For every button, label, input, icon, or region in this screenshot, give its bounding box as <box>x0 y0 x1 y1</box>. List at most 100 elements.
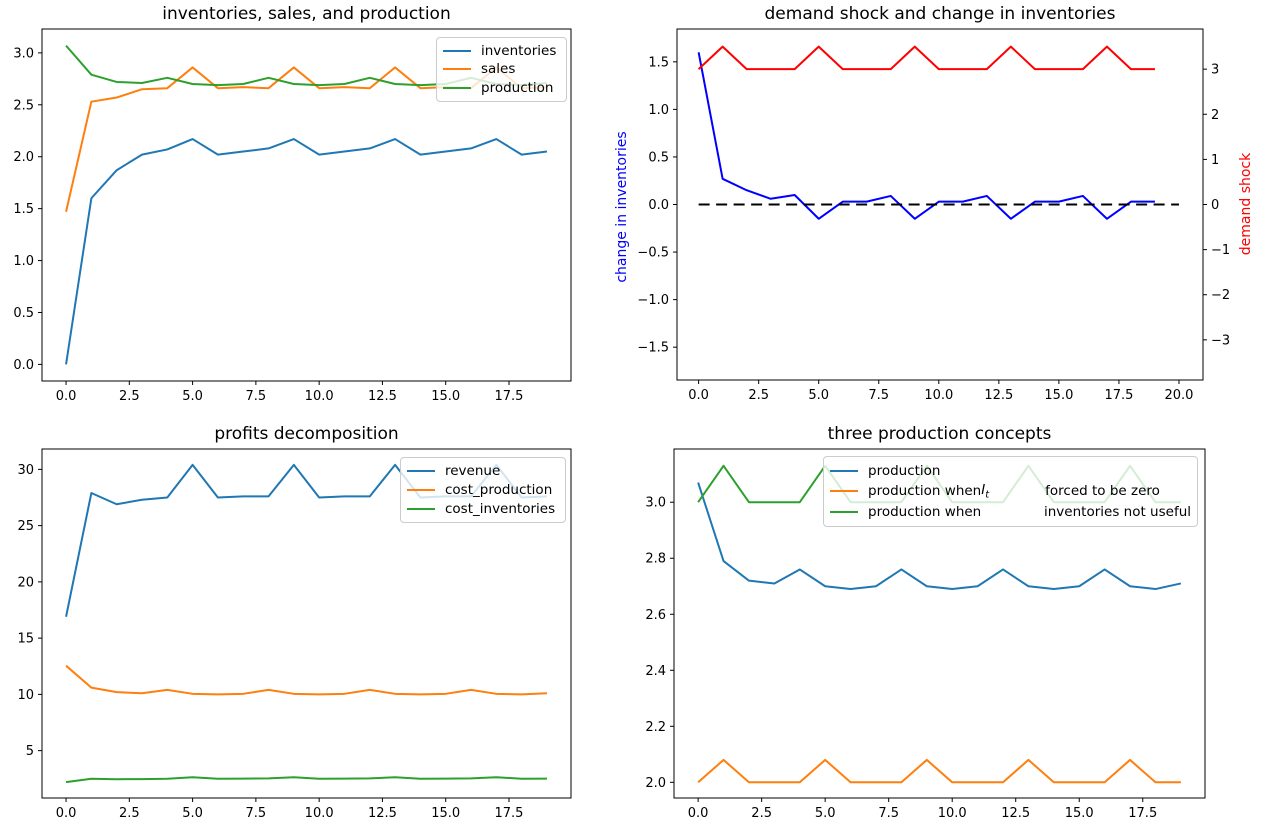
y-tick-label-right: −1 <box>1211 243 1230 258</box>
x-tick-label: 2.5 <box>119 389 140 404</box>
y-tick-label: −0.5 <box>637 246 669 261</box>
x-tick-label: 5.0 <box>808 388 829 403</box>
x-tick-label: 2.5 <box>751 806 772 821</box>
y-tick-label-right: 0 <box>1211 198 1219 213</box>
y-tick-label: 30 <box>17 463 34 478</box>
y-tick-label: 2.2 <box>645 720 666 735</box>
y-tick-label: 5 <box>26 744 34 759</box>
y-tick-label: 1.0 <box>648 103 669 118</box>
y-tick-label: 10 <box>17 688 34 703</box>
legend-line-swatch <box>407 489 435 491</box>
line-production-when-i-t-forced-to-be-zero <box>697 758 1181 784</box>
x-tick-label: 12.5 <box>1001 806 1030 821</box>
y-tick-label: 2.8 <box>645 552 666 567</box>
x-tick-label: 10.0 <box>938 806 967 821</box>
y-tick-label: 0.5 <box>648 150 669 165</box>
legend-line-swatch <box>830 490 858 493</box>
y-tick-label: 2.0 <box>645 776 666 791</box>
y-tick-label: 1.5 <box>13 202 34 217</box>
x-tick-label: 15.0 <box>431 806 460 821</box>
x-tick-label: 17.5 <box>495 389 524 404</box>
legend-label: cost_inventories <box>445 500 556 517</box>
x-tick-label: 12.5 <box>984 388 1013 403</box>
legend-label: forced to be zero <box>1045 483 1160 500</box>
x-tick-label: 17.5 <box>495 806 524 821</box>
legend-item: inventories <box>443 42 560 60</box>
legend-item: production <box>830 461 1191 481</box>
legend-label-gap <box>981 511 1044 512</box>
legend-label: production when <box>868 503 982 520</box>
legend-label: cost_production <box>445 482 553 498</box>
legend-line-swatch <box>830 470 858 473</box>
legend-item: sales <box>443 60 560 78</box>
legend-item: revenue <box>407 462 559 481</box>
y-tick-label: 3.0 <box>645 496 666 511</box>
y-tick-label: 1.0 <box>13 254 34 269</box>
y-tick-label-right: 2 <box>1211 108 1219 123</box>
y-tick-label: 2.6 <box>645 608 666 623</box>
legend-line-swatch <box>443 68 471 71</box>
line-production <box>697 482 1182 591</box>
legend-bl: revenue cost_production cost_inventories <box>400 457 566 523</box>
x-tick-label: 5.0 <box>182 389 203 404</box>
line-demand-shock <box>697 45 1155 71</box>
x-tick-label: 0.0 <box>688 388 709 403</box>
y-tick-label: −1.0 <box>637 293 669 308</box>
x-tick-label: 0.0 <box>688 806 709 821</box>
x-tick-label: 12.5 <box>368 806 397 821</box>
legend-label: sales <box>481 61 516 78</box>
legend-label: inventories <box>481 43 557 60</box>
y-tick-label-right: −2 <box>1211 288 1230 303</box>
legend-item: production when It forced to be zero <box>830 481 1191 501</box>
y-axis-label-change-in-inventories: change in inventories <box>614 131 630 283</box>
x-tick-label: 17.5 <box>1104 388 1133 403</box>
x-tick-label: 10.0 <box>924 388 953 403</box>
y-tick-label: 2.5 <box>13 98 34 113</box>
subplot-title-demand-shock: demand shock and change in inventories <box>764 4 1116 24</box>
line-inventories <box>65 138 548 365</box>
y-tick-label: 1.5 <box>648 55 669 70</box>
x-tick-label: 12.5 <box>368 389 397 404</box>
x-tick-label: 0.0 <box>56 389 77 404</box>
line-change-in-inventories <box>697 52 1155 220</box>
legend-br: production production when It forced to be… <box>823 456 1198 527</box>
line-cost-production <box>65 664 547 696</box>
y-tick-label: 25 <box>17 519 34 534</box>
y-tick-label: 0.5 <box>13 306 34 321</box>
x-tick-label: 10.0 <box>305 806 334 821</box>
legend-line-swatch <box>443 50 471 53</box>
x-tick-label: 20.0 <box>1165 388 1194 403</box>
legend-label: production <box>868 463 941 480</box>
legend-tl: inventories sales production <box>436 37 567 102</box>
axes-spines-br <box>673 448 1206 799</box>
x-tick-label: 2.5 <box>748 388 769 403</box>
y-tick-label: 0.0 <box>13 358 34 373</box>
x-tick-label: 15.0 <box>431 389 460 404</box>
legend-line-swatch <box>407 470 435 473</box>
y-tick-label-right: 3 <box>1211 63 1219 78</box>
axes-spines-bl <box>41 448 572 799</box>
x-tick-label: 7.5 <box>868 388 889 403</box>
legend-item: production <box>443 79 560 97</box>
x-tick-label: 5.0 <box>182 806 203 821</box>
subplot-title-inventories-sales-production: inventories, sales, and production <box>162 4 451 24</box>
y-tick-label: 2.4 <box>645 664 666 679</box>
x-tick-label: 7.5 <box>246 389 267 404</box>
legend-label: production <box>481 79 554 96</box>
legend-label: revenue <box>445 463 501 480</box>
x-tick-label: 5.0 <box>815 806 836 821</box>
y-axis-label-demand-shock: demand shock <box>1238 152 1254 256</box>
legend-label-math: It <box>981 482 990 501</box>
x-tick-label: 7.5 <box>878 806 899 821</box>
y-tick-label: 0.0 <box>648 198 669 213</box>
y-tick-label: 2.0 <box>13 150 34 165</box>
y-tick-label: 3.0 <box>13 46 34 61</box>
y-tick-label-right: −3 <box>1211 333 1230 348</box>
x-tick-label: 15.0 <box>1065 806 1094 821</box>
legend-label: inventories not useful <box>1044 503 1191 520</box>
subplot-title-three-production-concepts: three production concepts <box>827 424 1052 444</box>
legend-label: production when <box>868 483 982 500</box>
x-tick-label: 0.0 <box>56 806 77 821</box>
